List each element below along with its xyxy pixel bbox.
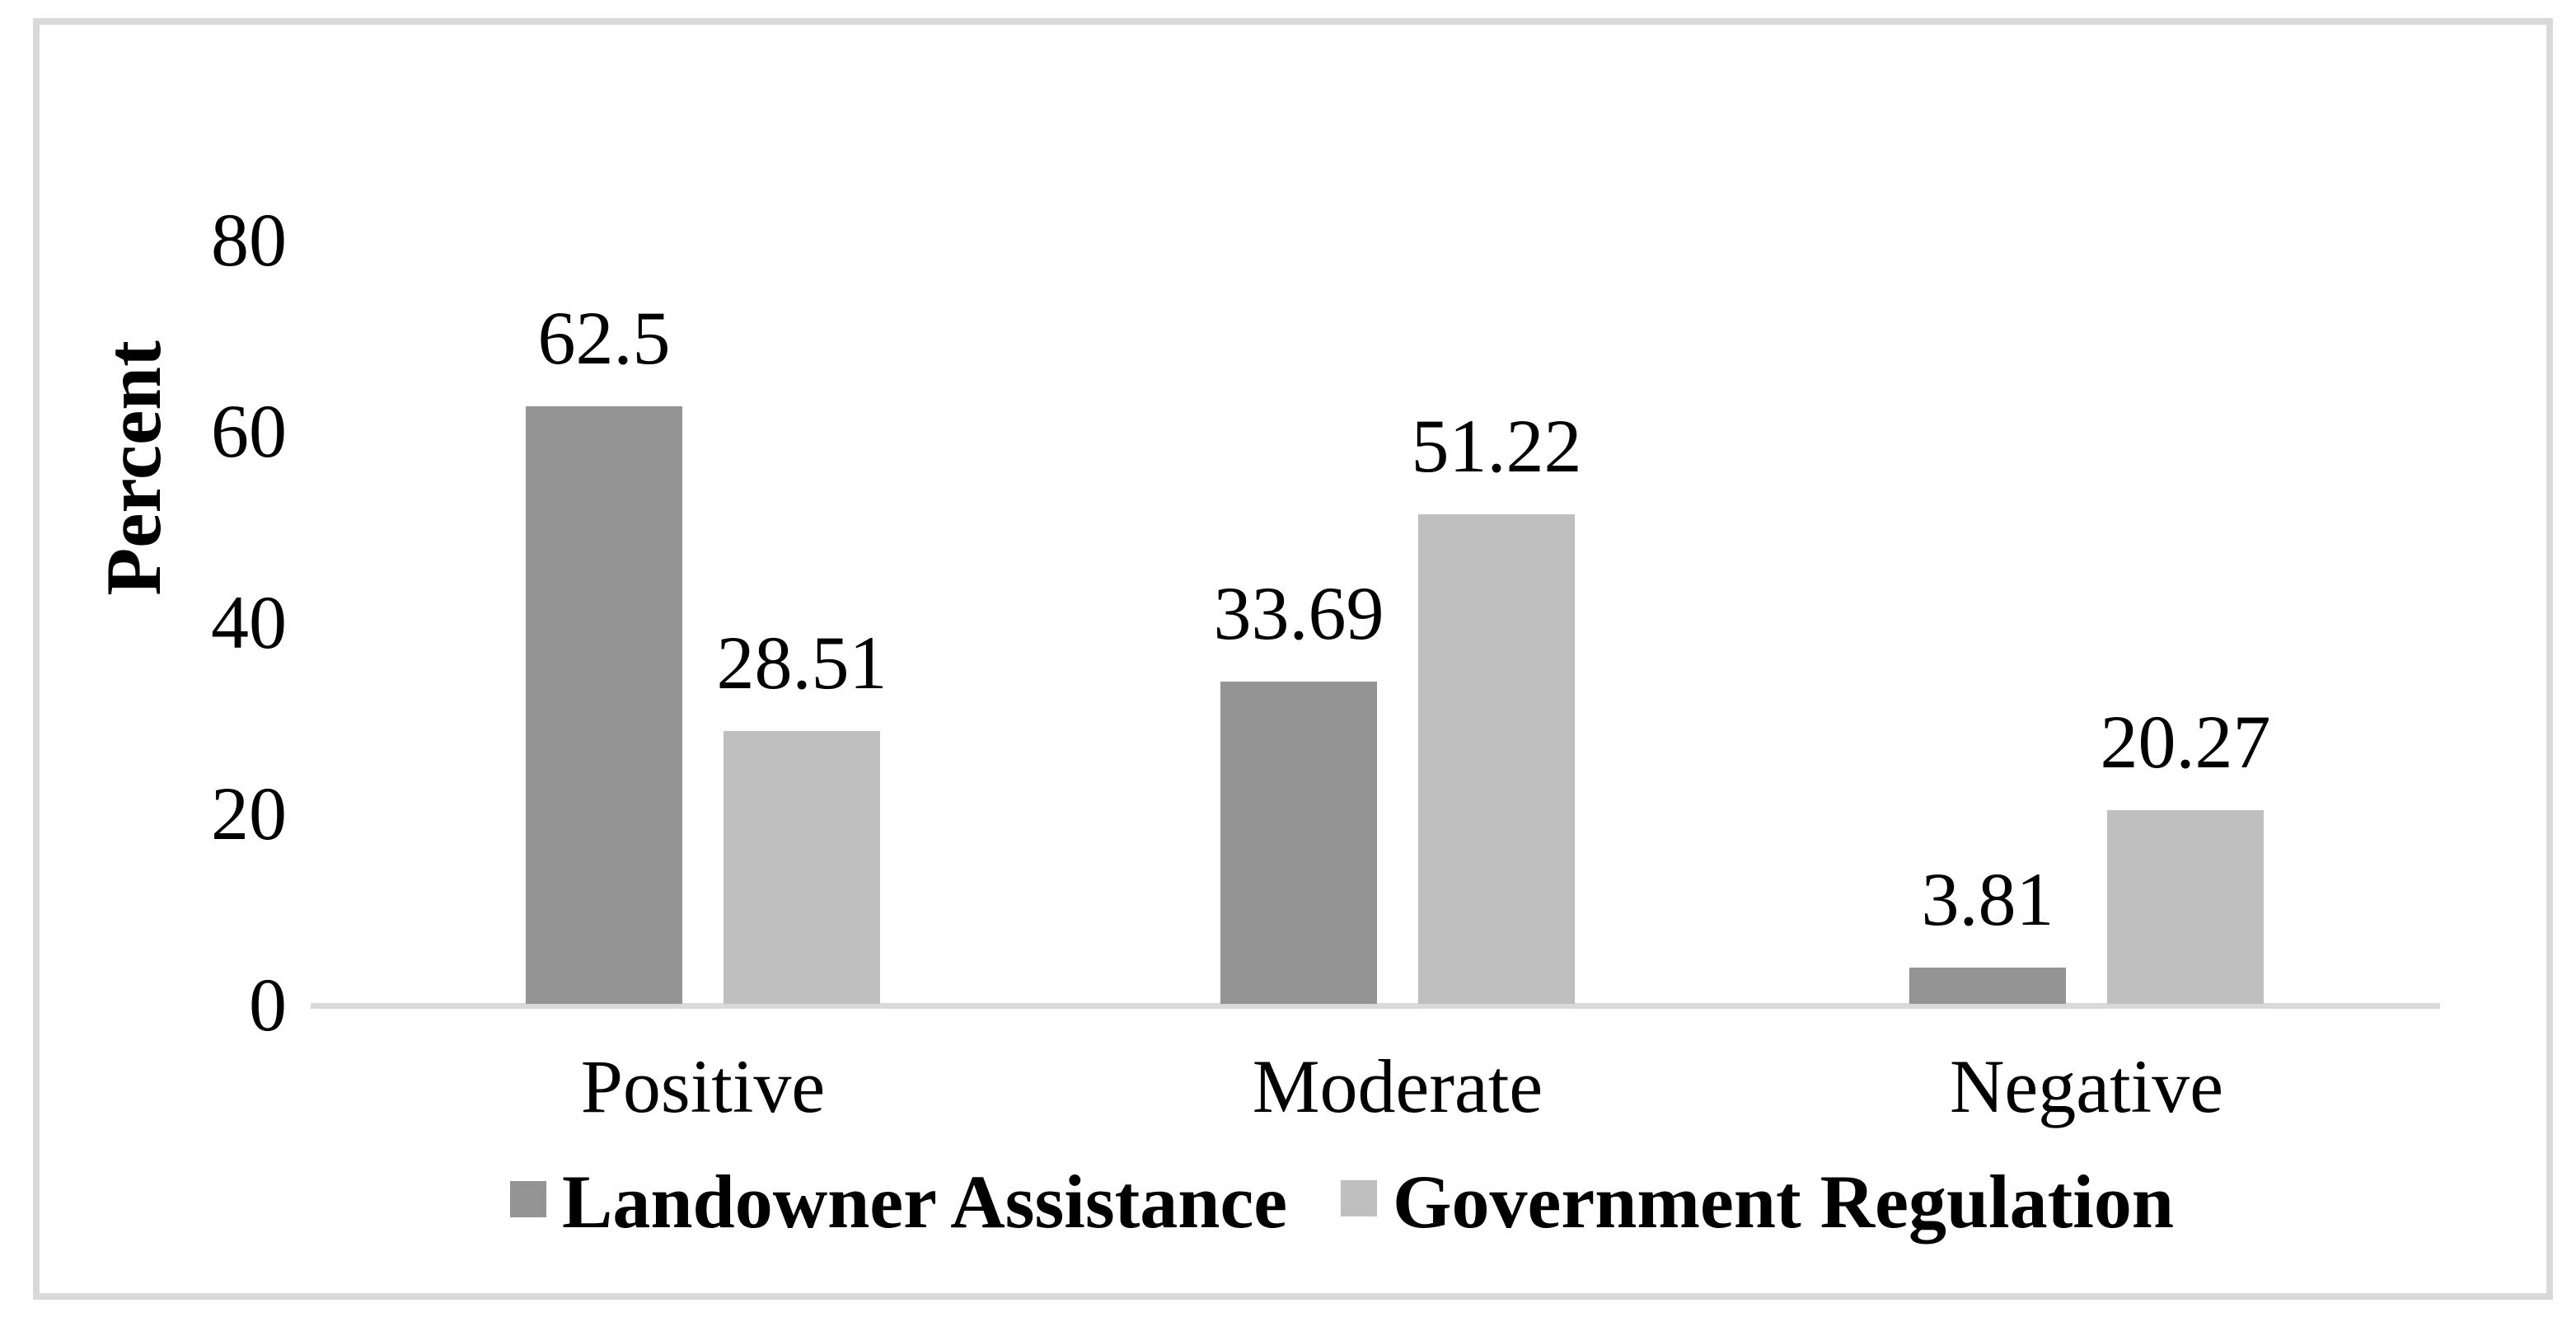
legend-marker-landowner-assistance-icon xyxy=(510,1181,546,1217)
value-label-negative-landowner-assistance: 3.81 xyxy=(1921,857,2054,941)
bar-moderate-government-regulation xyxy=(1418,514,1575,1004)
bar-negative-government-regulation xyxy=(2107,810,2264,1004)
x-axis-label-moderate: Moderate xyxy=(1252,1044,1543,1128)
value-label-negative-government-regulation: 20.27 xyxy=(2100,700,2271,784)
x-axis-label-negative: Negative xyxy=(1949,1044,2224,1128)
value-label-moderate-government-regulation: 51.22 xyxy=(1411,404,1582,488)
legend-marker-government-regulation-icon xyxy=(1341,1180,1377,1217)
bar-moderate-landowner-assistance xyxy=(1220,682,1377,1004)
bar-positive-landowner-assistance xyxy=(526,406,682,1004)
value-label-moderate-landowner-assistance: 33.69 xyxy=(1213,571,1384,655)
value-label-positive-landowner-assistance: 62.5 xyxy=(537,296,671,380)
x-axis-line xyxy=(311,1003,2440,1009)
y-axis-tick-label-0: 0 xyxy=(249,963,287,1047)
legend-label-landowner-assistance: Landowner Assistance xyxy=(562,1160,1288,1244)
bar-negative-landowner-assistance xyxy=(1909,968,2066,1004)
y-axis-tick-label-40: 40 xyxy=(211,580,287,664)
y-axis-tick-label-20: 20 xyxy=(211,771,287,856)
x-axis-label-positive: Positive xyxy=(580,1044,826,1128)
y-axis-tick-label-80: 80 xyxy=(211,198,287,282)
bar-positive-government-regulation xyxy=(724,731,880,1004)
chart-border-frame xyxy=(33,18,2553,1300)
legend-label-government-regulation: Government Regulation xyxy=(1393,1160,2175,1244)
value-label-positive-government-regulation: 28.51 xyxy=(716,621,888,705)
y-axis-tick-label-60: 60 xyxy=(211,389,287,473)
